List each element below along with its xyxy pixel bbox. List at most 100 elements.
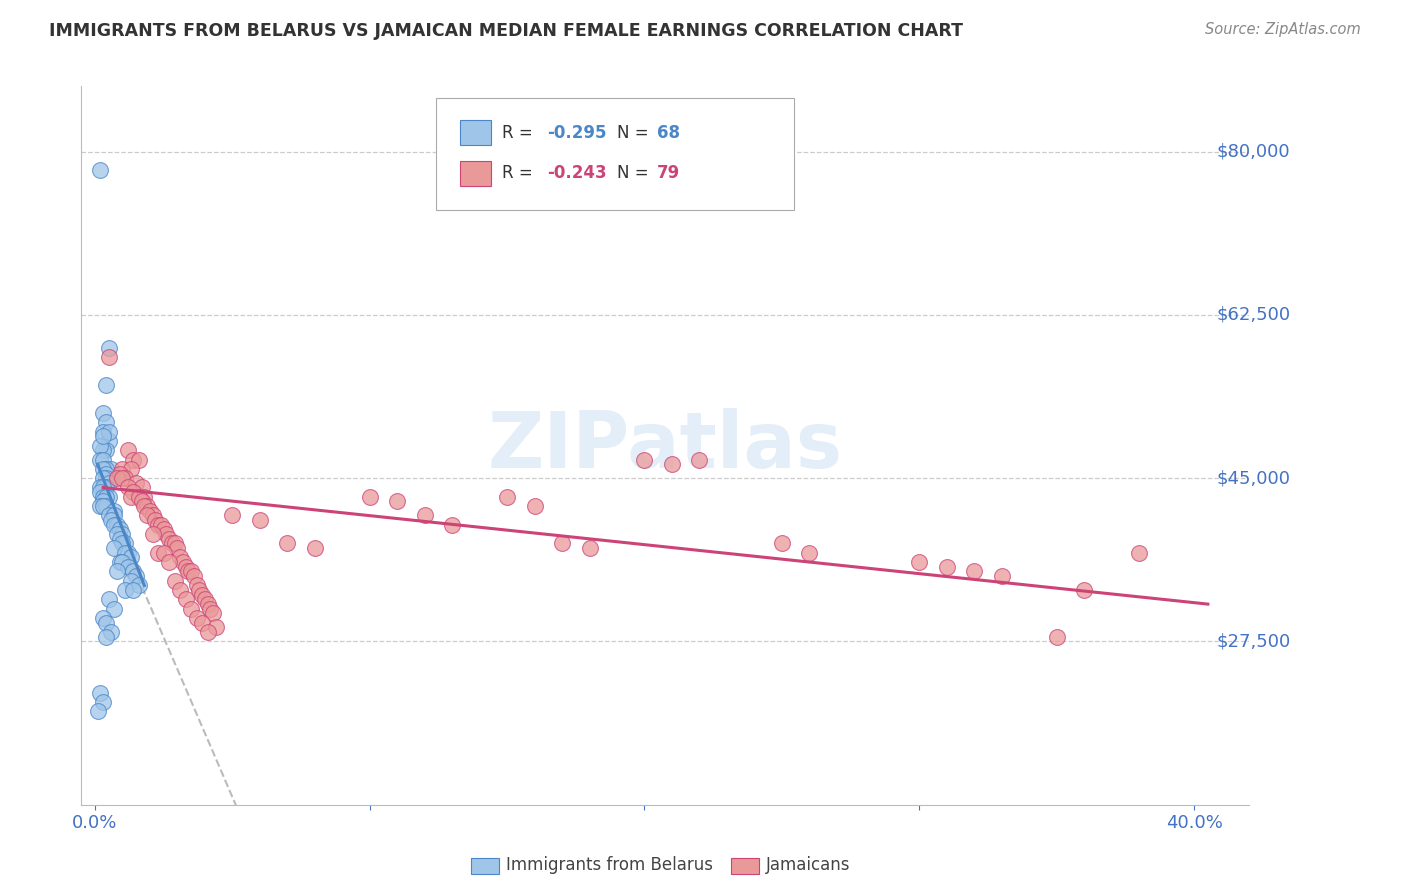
Point <box>89 452 111 467</box>
Point <box>963 565 986 579</box>
Point <box>180 565 202 579</box>
Point <box>120 550 142 565</box>
Point <box>441 517 464 532</box>
Point <box>157 555 180 569</box>
Point <box>91 462 114 476</box>
Point <box>94 377 117 392</box>
Point <box>91 471 114 485</box>
Point <box>188 583 211 598</box>
Point <box>183 569 205 583</box>
Point <box>111 462 134 476</box>
Point <box>103 504 125 518</box>
Text: Jamaicans: Jamaicans <box>766 856 851 874</box>
Point <box>136 508 159 523</box>
Point <box>174 592 197 607</box>
Point <box>91 452 114 467</box>
Point <box>122 485 145 500</box>
Point <box>172 555 194 569</box>
Point <box>94 481 117 495</box>
Point <box>122 565 145 579</box>
Point <box>142 527 165 541</box>
Point <box>191 615 214 630</box>
Point <box>97 475 120 490</box>
Point <box>91 695 114 709</box>
Point <box>89 438 111 452</box>
Point <box>200 601 222 615</box>
Point <box>186 578 208 592</box>
Point <box>191 588 214 602</box>
Point <box>276 536 298 550</box>
Point <box>204 620 226 634</box>
Point <box>105 471 128 485</box>
Text: $27,500: $27,500 <box>1216 632 1291 650</box>
Text: -0.243: -0.243 <box>547 164 606 182</box>
Point <box>249 513 271 527</box>
Point <box>91 443 114 458</box>
Point <box>169 550 191 565</box>
Text: $62,500: $62,500 <box>1216 306 1291 324</box>
Point <box>103 508 125 523</box>
Point <box>114 536 136 550</box>
Point <box>496 490 519 504</box>
Point <box>120 574 142 588</box>
Point <box>125 475 148 490</box>
Point <box>128 452 150 467</box>
Point <box>163 574 186 588</box>
Point <box>202 607 225 621</box>
Point <box>91 429 114 443</box>
Point <box>97 490 120 504</box>
Point <box>155 527 177 541</box>
Point <box>97 592 120 607</box>
Point <box>128 578 150 592</box>
Point <box>136 499 159 513</box>
Point <box>688 452 710 467</box>
Point <box>86 705 108 719</box>
Point <box>111 527 134 541</box>
Point <box>523 499 546 513</box>
Point <box>134 499 156 513</box>
Point <box>661 457 683 471</box>
Point <box>177 565 200 579</box>
Point <box>413 508 436 523</box>
Point <box>114 546 136 560</box>
Point <box>146 546 169 560</box>
Point <box>108 532 131 546</box>
Text: ZIPatlas: ZIPatlas <box>488 408 842 483</box>
Point <box>139 504 162 518</box>
Point <box>91 611 114 625</box>
Point <box>131 481 153 495</box>
Point <box>94 630 117 644</box>
Point <box>108 523 131 537</box>
Point <box>111 471 134 485</box>
Point <box>94 462 117 476</box>
Point <box>89 163 111 178</box>
Point <box>125 569 148 583</box>
Point <box>1046 630 1069 644</box>
Point <box>111 555 134 569</box>
Point <box>990 569 1012 583</box>
Point <box>94 443 117 458</box>
Point <box>97 350 120 364</box>
Point <box>134 490 156 504</box>
Point <box>94 467 117 481</box>
Point <box>103 601 125 615</box>
Point <box>143 513 166 527</box>
Point <box>131 494 153 508</box>
Point <box>152 523 174 537</box>
Point <box>91 406 114 420</box>
Point <box>197 597 219 611</box>
Text: Source: ZipAtlas.com: Source: ZipAtlas.com <box>1205 22 1361 37</box>
Point <box>157 532 180 546</box>
Point <box>359 490 381 504</box>
Point <box>908 555 931 569</box>
Point <box>91 481 114 495</box>
Point <box>100 625 122 640</box>
Point <box>105 527 128 541</box>
Point <box>1128 546 1150 560</box>
Point <box>97 434 120 448</box>
Point <box>105 565 128 579</box>
Point <box>114 471 136 485</box>
Point <box>120 462 142 476</box>
Text: $45,000: $45,000 <box>1216 469 1291 487</box>
Point <box>304 541 326 556</box>
